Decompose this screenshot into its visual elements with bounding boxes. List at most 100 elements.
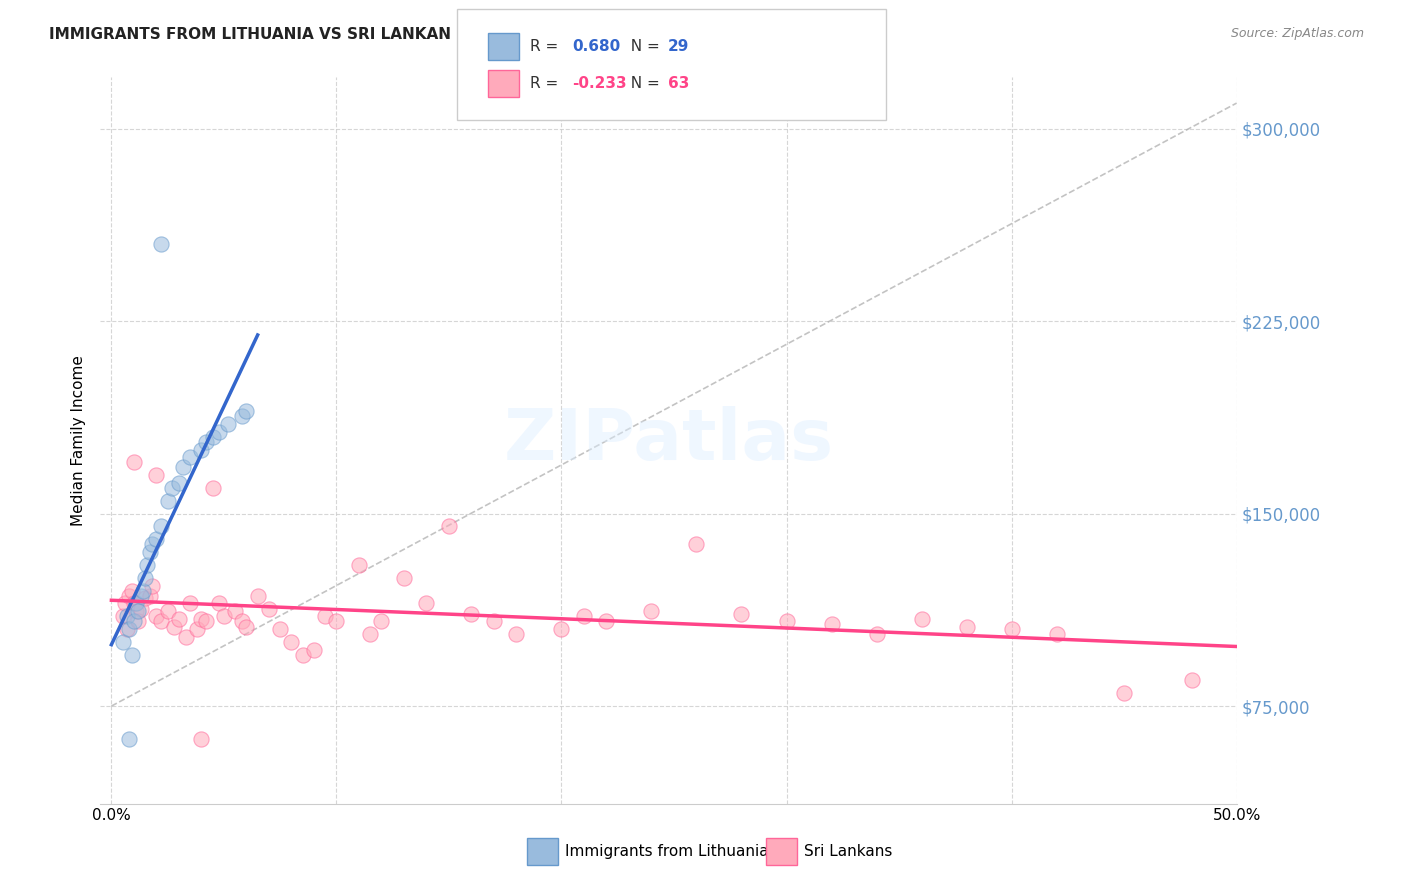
Point [246, 589, 269, 603]
Point [115, 609, 138, 624]
Point [1000, 622, 1022, 636]
Y-axis label: Median Family Income: Median Family Income [72, 355, 86, 526]
Point [269, 622, 291, 636]
Point [359, 627, 381, 641]
Point [955, 619, 977, 633]
Point [136, 558, 159, 572]
Point [201, 481, 224, 495]
Point [370, 615, 392, 629]
Text: Source: ZipAtlas.com: Source: ZipAtlas.com [1230, 27, 1364, 40]
Point [160, 481, 183, 495]
Point [115, 622, 138, 636]
Point [122, 455, 145, 469]
Point [550, 622, 572, 636]
Point [194, 615, 217, 629]
Point [190, 612, 212, 626]
Point [572, 609, 595, 624]
Point [201, 430, 224, 444]
Point [291, 648, 314, 662]
Point [640, 604, 662, 618]
Text: R =: R = [530, 39, 564, 54]
Point [156, 604, 179, 618]
Point [231, 615, 253, 629]
Text: -0.233: -0.233 [572, 77, 627, 91]
Point [129, 601, 152, 615]
Point [141, 537, 163, 551]
Point [910, 612, 932, 626]
Point [392, 571, 415, 585]
Point [505, 627, 527, 641]
Text: Sri Lankans: Sri Lankans [804, 845, 893, 859]
Point [134, 571, 156, 585]
Point [167, 475, 190, 490]
Point [865, 627, 887, 641]
Point [347, 558, 370, 572]
Point [127, 615, 149, 629]
Point [217, 417, 239, 431]
Point [314, 609, 336, 624]
Point [121, 583, 143, 598]
Point [118, 622, 141, 636]
Point [190, 732, 212, 747]
Point [149, 519, 172, 533]
Point [437, 519, 460, 533]
Point [138, 589, 160, 603]
Point [129, 589, 152, 603]
Point [482, 615, 505, 629]
Point [179, 450, 201, 465]
Text: Immigrants from Lithuania: Immigrants from Lithuania [565, 845, 769, 859]
Point [257, 601, 280, 615]
Text: R =: R = [530, 77, 564, 91]
Point [111, 635, 134, 649]
Point [125, 604, 148, 618]
Point [145, 609, 167, 624]
Point [132, 583, 155, 598]
Point [775, 615, 797, 629]
Text: 63: 63 [668, 77, 689, 91]
Point [122, 615, 145, 629]
Point [1112, 686, 1135, 700]
Point [685, 537, 707, 551]
Point [1045, 627, 1067, 641]
Point [141, 578, 163, 592]
Point [125, 597, 148, 611]
Text: 0.680: 0.680 [572, 39, 620, 54]
Text: N =: N = [621, 77, 665, 91]
Point [280, 635, 302, 649]
Point [149, 615, 172, 629]
Point [208, 425, 231, 439]
Text: 29: 29 [668, 39, 689, 54]
Point [235, 619, 257, 633]
Point [730, 607, 752, 621]
Point [415, 597, 437, 611]
Point [1180, 673, 1202, 688]
Point [172, 460, 194, 475]
Text: IMMIGRANTS FROM LITHUANIA VS SRI LANKAN MEDIAN FAMILY INCOME CORRELATION CHART: IMMIGRANTS FROM LITHUANIA VS SRI LANKAN … [49, 27, 851, 42]
Text: ZIPatlas: ZIPatlas [503, 406, 834, 475]
Point [460, 607, 482, 621]
Point [138, 545, 160, 559]
Point [194, 434, 217, 449]
Point [179, 597, 201, 611]
Point [127, 604, 149, 618]
Point [174, 630, 197, 644]
Point [145, 533, 167, 547]
Point [167, 612, 190, 626]
Point [235, 404, 257, 418]
Point [186, 622, 208, 636]
Point [325, 615, 347, 629]
Text: N =: N = [621, 39, 665, 54]
Point [121, 648, 143, 662]
Point [224, 604, 246, 618]
Point [163, 619, 186, 633]
Point [595, 615, 617, 629]
Point [145, 468, 167, 483]
Point [231, 409, 253, 424]
Point [118, 589, 141, 603]
Point [208, 597, 231, 611]
Point [149, 237, 172, 252]
Point [156, 493, 179, 508]
Point [302, 642, 325, 657]
Point [122, 597, 145, 611]
Point [134, 591, 156, 606]
